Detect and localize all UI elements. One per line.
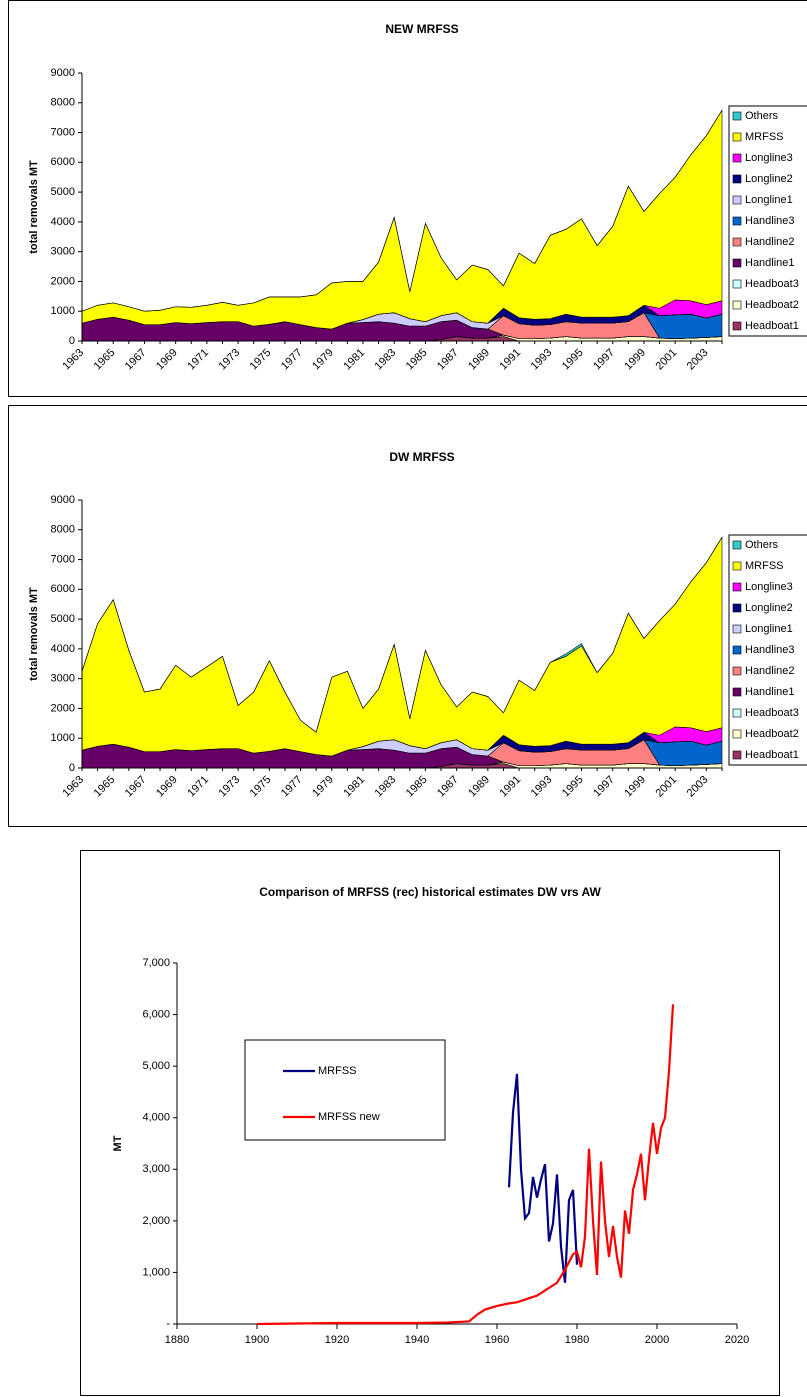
line: [256, 1004, 675, 1326]
y-tick-label: 6000: [51, 583, 75, 595]
legend-label: Handline2: [745, 236, 795, 248]
legend-swatch: [732, 321, 742, 331]
y-axis-label: MT: [112, 1135, 124, 1151]
legend-swatch: [732, 729, 742, 739]
y-tick-label: 4000: [51, 216, 75, 228]
legend-swatch: [732, 279, 742, 289]
y-tick-label: 1,000: [142, 1266, 170, 1278]
y-tick-label: 5000: [51, 186, 75, 198]
y-tick-label: 2,000: [142, 1215, 170, 1227]
legend-label: Longline1: [745, 194, 793, 206]
x-tick-label: 2020: [725, 1334, 749, 1346]
y-tick-label: 1000: [51, 732, 75, 744]
legend-swatch: [732, 708, 742, 718]
y-tick-label: 8000: [51, 97, 75, 109]
y-tick-label: -: [166, 1318, 170, 1330]
y-tick-label: 9000: [51, 67, 75, 79]
x-tick-label: 1920: [325, 1334, 349, 1346]
legend-swatch: [732, 540, 742, 550]
y-tick-label: 5000: [51, 613, 75, 625]
legend-label: Handline1: [745, 257, 795, 269]
y-tick-label: 1000: [51, 305, 75, 317]
y-tick-label: 2000: [51, 275, 75, 287]
y-tick-label: 3,000: [142, 1163, 170, 1175]
y-tick-label: 2000: [51, 702, 75, 714]
chart-title: Comparison of MRFSS (rec) historical est…: [259, 885, 601, 899]
legend-swatch: [732, 216, 742, 226]
legend-swatch: [732, 561, 742, 571]
legend-label: Longline3: [745, 581, 793, 593]
legend-label: MRFSS: [318, 1065, 357, 1077]
x-tick-label: 2000: [645, 1334, 669, 1346]
x-tick-label: 1980: [565, 1334, 589, 1346]
legend-swatch: [732, 132, 742, 142]
legend-label: Longline3: [745, 152, 793, 164]
y-tick-label: 0: [69, 335, 75, 347]
legend-swatch: [732, 258, 742, 268]
y-tick-label: 9000: [51, 494, 75, 506]
x-tick-label: 1960: [485, 1334, 509, 1346]
chart-title: DW MRFSS: [389, 450, 454, 464]
legend-swatch: [732, 687, 742, 697]
y-tick-label: 4,000: [142, 1112, 170, 1124]
legend-label: Headboat1: [745, 749, 799, 761]
legend-swatch: [732, 300, 742, 310]
legend-label: Handline2: [745, 665, 795, 677]
y-axis-label: total removals MT: [28, 160, 40, 254]
legend-swatch: [732, 645, 742, 655]
legend-label: Headboat2: [745, 299, 799, 311]
y-tick-label: 6,000: [142, 1008, 170, 1020]
legend-label: Headboat3: [745, 707, 799, 719]
legend-label: Longline2: [745, 173, 793, 185]
legend-label: Handline3: [745, 644, 795, 656]
legend-label: Others: [745, 110, 779, 122]
legend-label: Longline2: [745, 602, 793, 614]
legend-label: Handline3: [745, 215, 795, 227]
legend: [728, 534, 807, 766]
y-tick-label: 3000: [51, 246, 75, 258]
y-tick-label: 0: [69, 762, 75, 774]
legend-swatch: [732, 174, 742, 184]
legend-label: Longline1: [745, 623, 793, 635]
chart-title: NEW MRFSS: [385, 22, 458, 36]
y-tick-label: 7,000: [142, 957, 170, 969]
y-tick-label: 3000: [51, 673, 75, 685]
x-tick-label: 1940: [405, 1334, 429, 1346]
x-tick-label: 1900: [245, 1334, 269, 1346]
legend-swatch: [732, 111, 742, 121]
legend-label: MRFSS: [745, 560, 784, 572]
y-tick-label: 4000: [51, 643, 75, 655]
legend: [244, 1039, 446, 1141]
y-tick-label: 7000: [51, 553, 75, 565]
legend-label: Headboat3: [745, 278, 799, 290]
y-tick-label: 7000: [51, 126, 75, 138]
legend-label: Others: [745, 539, 779, 551]
legend-swatch: [732, 603, 742, 613]
legend-swatch: [732, 237, 742, 247]
legend-swatch: [732, 195, 742, 205]
legend: [728, 105, 807, 337]
legend-label: Headboat2: [745, 728, 799, 740]
legend-swatch: [732, 750, 742, 760]
legend-swatch: [732, 666, 742, 676]
y-axis-label: total removals MT: [28, 587, 40, 681]
legend-label: MRFSS: [745, 131, 784, 143]
legend-label: Handline1: [745, 686, 795, 698]
legend-swatch: [732, 624, 742, 634]
legend-swatch: [732, 582, 742, 592]
y-tick-label: 5,000: [142, 1060, 170, 1072]
legend-label: Headboat1: [745, 320, 799, 332]
y-tick-label: 6000: [51, 156, 75, 168]
legend-label: MRFSS new: [318, 1111, 380, 1123]
x-tick-label: 1880: [165, 1334, 189, 1346]
legend-swatch: [732, 153, 742, 163]
y-tick-label: 8000: [51, 524, 75, 536]
